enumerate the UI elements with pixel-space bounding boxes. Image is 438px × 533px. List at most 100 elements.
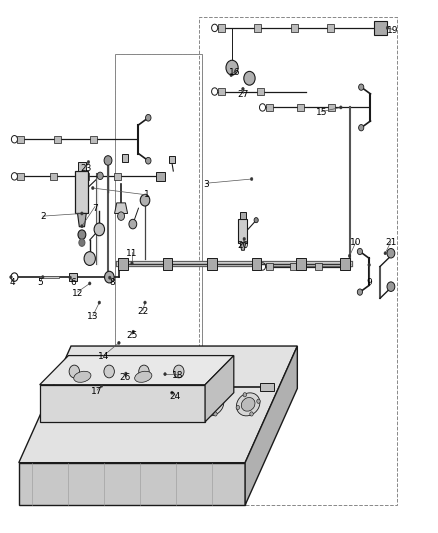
- Circle shape: [124, 372, 127, 375]
- Circle shape: [184, 359, 191, 368]
- Circle shape: [148, 399, 152, 403]
- Text: 6: 6: [71, 278, 76, 287]
- Bar: [218, 88, 225, 95]
- Text: 5: 5: [38, 278, 43, 287]
- Bar: [240, 212, 246, 219]
- Circle shape: [11, 135, 18, 143]
- Text: 18: 18: [172, 370, 184, 379]
- Text: 19: 19: [387, 26, 399, 35]
- Circle shape: [387, 282, 395, 292]
- Text: 21: 21: [385, 238, 396, 247]
- Ellipse shape: [56, 393, 79, 416]
- Text: 3: 3: [203, 180, 209, 189]
- Text: 9: 9: [366, 278, 372, 287]
- Text: 14: 14: [98, 352, 110, 361]
- Ellipse shape: [237, 393, 260, 416]
- Circle shape: [387, 248, 395, 258]
- Polygon shape: [240, 243, 246, 251]
- Circle shape: [214, 412, 217, 416]
- Bar: [75, 171, 88, 214]
- Circle shape: [164, 406, 167, 409]
- Circle shape: [141, 412, 145, 416]
- Text: 27: 27: [237, 90, 249, 99]
- Bar: [115, 54, 201, 441]
- Bar: [290, 263, 297, 270]
- Circle shape: [359, 84, 364, 90]
- Circle shape: [348, 254, 351, 257]
- Circle shape: [87, 160, 90, 164]
- Bar: [252, 258, 261, 270]
- Text: 15: 15: [315, 108, 327, 117]
- Circle shape: [92, 187, 94, 190]
- Circle shape: [144, 301, 146, 304]
- Circle shape: [92, 406, 95, 409]
- Circle shape: [339, 106, 342, 109]
- Circle shape: [104, 365, 114, 378]
- Polygon shape: [115, 203, 127, 214]
- Bar: [315, 263, 322, 270]
- Circle shape: [79, 239, 85, 246]
- Circle shape: [98, 301, 101, 304]
- Circle shape: [81, 224, 83, 228]
- Circle shape: [105, 271, 114, 283]
- Ellipse shape: [164, 393, 187, 416]
- Ellipse shape: [74, 372, 91, 382]
- Circle shape: [104, 156, 112, 165]
- Bar: [69, 273, 77, 281]
- Bar: [296, 258, 306, 270]
- Circle shape: [112, 399, 116, 403]
- Polygon shape: [78, 214, 86, 227]
- Circle shape: [140, 195, 150, 206]
- Polygon shape: [245, 346, 297, 505]
- Text: 22: 22: [137, 307, 148, 316]
- Bar: [49, 173, 57, 180]
- Ellipse shape: [61, 398, 74, 411]
- Bar: [265, 263, 272, 270]
- Circle shape: [257, 399, 260, 403]
- Text: 1: 1: [144, 190, 150, 199]
- Bar: [340, 258, 350, 270]
- Circle shape: [69, 276, 71, 279]
- Polygon shape: [19, 463, 245, 505]
- Circle shape: [200, 406, 203, 409]
- Polygon shape: [205, 356, 234, 422]
- Circle shape: [56, 406, 59, 409]
- Circle shape: [100, 384, 103, 387]
- Ellipse shape: [200, 393, 224, 416]
- Text: 2: 2: [40, 212, 46, 221]
- Bar: [118, 258, 128, 270]
- Circle shape: [128, 406, 131, 409]
- Circle shape: [75, 359, 82, 368]
- Circle shape: [132, 330, 134, 333]
- Polygon shape: [40, 356, 234, 385]
- Circle shape: [109, 276, 111, 279]
- Text: 25: 25: [126, 331, 138, 340]
- Circle shape: [105, 412, 109, 416]
- Circle shape: [384, 252, 387, 255]
- Bar: [374, 21, 387, 35]
- Circle shape: [63, 393, 66, 397]
- Text: 20: 20: [237, 241, 249, 250]
- Circle shape: [129, 219, 137, 229]
- Circle shape: [259, 263, 265, 270]
- Circle shape: [242, 87, 244, 91]
- Bar: [90, 135, 97, 143]
- Circle shape: [207, 393, 210, 397]
- Circle shape: [117, 212, 124, 220]
- Text: 24: 24: [170, 392, 181, 401]
- Polygon shape: [40, 385, 205, 422]
- Circle shape: [220, 359, 227, 368]
- Circle shape: [117, 341, 120, 344]
- Circle shape: [221, 399, 224, 403]
- Bar: [207, 258, 217, 270]
- Text: 17: 17: [92, 386, 103, 395]
- Circle shape: [254, 217, 258, 223]
- Bar: [297, 104, 304, 111]
- Circle shape: [78, 230, 86, 239]
- Bar: [78, 161, 86, 171]
- Circle shape: [212, 24, 218, 31]
- Ellipse shape: [92, 393, 115, 416]
- Circle shape: [171, 391, 173, 394]
- Ellipse shape: [241, 398, 255, 411]
- Circle shape: [131, 262, 133, 265]
